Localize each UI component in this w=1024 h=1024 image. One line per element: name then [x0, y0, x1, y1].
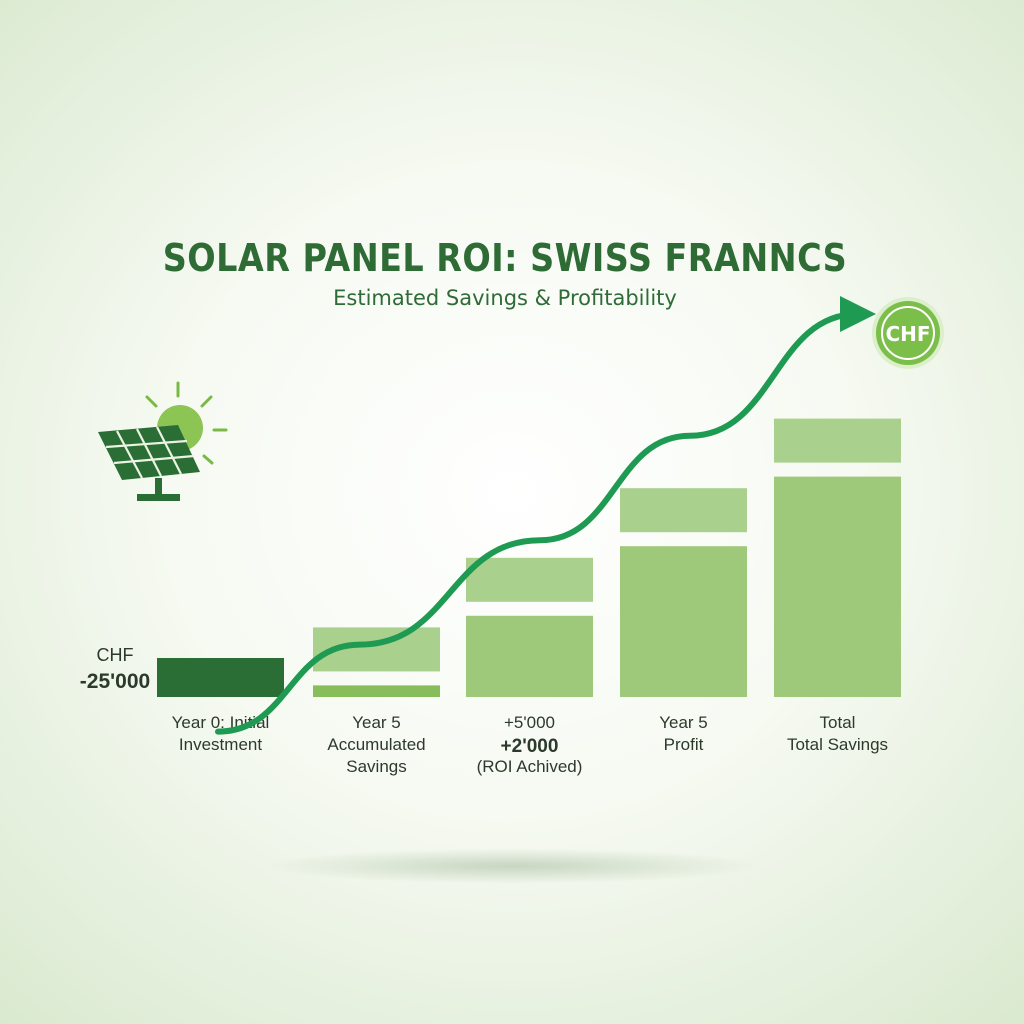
category-label-4-0: Total — [820, 713, 856, 732]
category-label-1-0: Year 5 — [352, 713, 401, 732]
trend-layer — [215, 296, 876, 735]
chart-subtitle: Estimated Savings & Profitability — [333, 286, 677, 310]
bar-investment — [157, 658, 284, 697]
category-label-3-1: Profit — [664, 735, 704, 754]
ground-shadow — [262, 848, 762, 884]
bar-top-segment — [466, 557, 593, 602]
bar-main-segment — [774, 476, 901, 697]
bar-3 — [620, 488, 747, 697]
category-label-2-2: (ROI Achived) — [477, 757, 583, 776]
chart-title: SOLAR PANEL ROI: SWISS FRANNCS — [162, 236, 848, 280]
category-label-3-0: Year 5 — [659, 713, 708, 732]
bars-layer — [157, 418, 901, 697]
value-label-1: -25'000 — [80, 670, 150, 693]
bar-0 — [157, 658, 284, 697]
category-label-1-2: Savings — [346, 757, 406, 776]
category-label-4-1: Total Savings — [787, 735, 888, 754]
trend-arrow-icon — [215, 296, 876, 735]
value-label-0: CHF — [97, 645, 134, 665]
bar-top-segment — [620, 488, 747, 533]
bar-main-segment — [313, 685, 440, 697]
bar-2 — [466, 557, 593, 697]
bar-main-segment — [620, 546, 747, 697]
bar-4 — [774, 418, 901, 697]
chf-badge-label: CHF — [885, 322, 930, 346]
solar-panel-sun-icon — [98, 381, 228, 501]
bar-main-segment — [466, 615, 593, 697]
chf-badge-icon: CHF — [872, 297, 944, 369]
category-label-2-1: +2'000 — [501, 736, 559, 757]
category-label-2-0: +5'000 — [504, 713, 555, 732]
bar-1 — [313, 627, 440, 697]
category-label-0-1: Investment — [179, 735, 262, 754]
category-label-1-1: Accumulated — [327, 735, 425, 754]
bar-top-segment — [774, 418, 901, 463]
